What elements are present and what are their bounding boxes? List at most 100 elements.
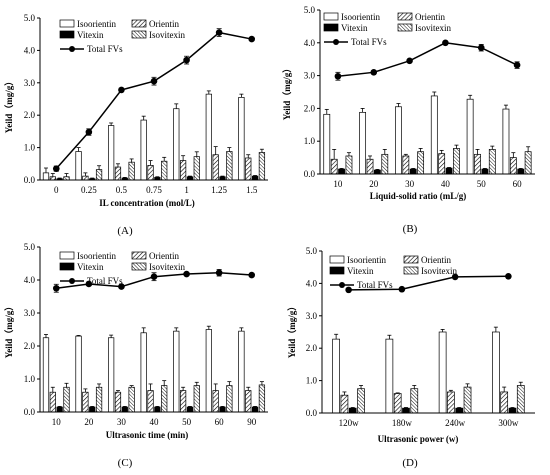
- error-bar: [83, 172, 88, 177]
- bar-isoorientin: [140, 119, 147, 181]
- xtick-label: 50: [182, 417, 192, 427]
- bar-vitexin: [251, 175, 259, 181]
- error-bar: [109, 334, 114, 338]
- error-bar: [83, 388, 88, 393]
- legend-item-isoorientin: Isoorientin: [323, 12, 380, 22]
- ytick-label: 3.0: [306, 311, 318, 321]
- bar-isovitexin: [226, 385, 233, 413]
- total-fvs-line: [55, 31, 252, 170]
- error-bar: [213, 383, 218, 391]
- bar-isoorientin: [205, 329, 212, 413]
- error-bar: [432, 91, 437, 96]
- legend-marker: [69, 46, 75, 52]
- error-bar: [220, 405, 225, 408]
- total-fvs-point: [150, 273, 158, 281]
- xtick-label: 10: [52, 417, 62, 427]
- ylabel-d: Yeild（mg/g）: [287, 302, 297, 359]
- error-bar: [368, 155, 373, 160]
- error-bar: [411, 168, 416, 170]
- legend-swatch: [59, 262, 75, 271]
- axes-d: [321, 251, 535, 414]
- error-bar: [468, 94, 473, 100]
- legend-label: Isoorientin: [77, 251, 116, 261]
- panel-c: Yeild（mg/g） 0.0 1.0 2.0 3.0 4.0 5.0 10 20 30 40 5…: [4, 242, 268, 469]
- error-bar: [465, 383, 470, 388]
- xtick-label: 20: [84, 417, 94, 427]
- xtick-label: 30: [405, 179, 415, 189]
- bar-isoorientin: [108, 337, 115, 413]
- bar-isoorientin: [430, 95, 438, 175]
- legend-swatch: [323, 23, 339, 32]
- legend-label: Orientin: [421, 255, 451, 265]
- yticks-d: 0.0 1.0 2.0 3.0 4.0 5.0: [306, 246, 322, 418]
- xtick-label: 10: [333, 179, 343, 189]
- total-fvs-point: [370, 69, 378, 76]
- error-bar: [239, 327, 244, 332]
- error-bar: [109, 122, 114, 126]
- bar-orientin: [447, 391, 455, 414]
- error-bar: [246, 386, 251, 391]
- bar-isoorientin: [332, 338, 340, 414]
- bar-isovitexin: [63, 386, 70, 413]
- ytick-label: 2.0: [304, 103, 316, 113]
- legend-label: Total FVs: [87, 44, 123, 54]
- bar-vitexin: [154, 406, 161, 413]
- bar-vitexin: [402, 407, 410, 414]
- bar-vitexin: [56, 406, 63, 413]
- ytick-label: 4.0: [304, 38, 316, 48]
- panel-a: Yeild（mg/g） 0.01.02.03.04.05.0 0 0.25 0.5 0…: [4, 13, 268, 237]
- error-bar: [122, 405, 127, 408]
- bar-isoorientin: [42, 337, 50, 413]
- xtick-label: 240w: [445, 418, 466, 428]
- error-bar: [346, 152, 351, 156]
- error-bar: [220, 175, 225, 177]
- total-fvs-point: [513, 61, 521, 69]
- bar-orientin: [212, 154, 219, 181]
- legend-label: Orientin: [149, 251, 179, 261]
- bar-vitexin: [186, 406, 194, 413]
- yticks-a: 0.0 1.0 2.0 3.0 4.0 5.0: [24, 13, 40, 185]
- error-bar: [141, 115, 146, 121]
- error-bar: [76, 147, 81, 152]
- error-bar: [129, 385, 134, 388]
- error-bar: [510, 407, 515, 409]
- xtick-label: 40: [150, 417, 160, 427]
- bar-orientin: [500, 391, 509, 414]
- bar-isoorientin: [492, 331, 500, 414]
- legend-item-total-fvs: Total FVs: [60, 44, 123, 54]
- legend-label: Total FVs: [357, 280, 393, 290]
- xtick-label: 40: [441, 179, 451, 189]
- line-d: [345, 272, 512, 294]
- error-bar: [475, 148, 480, 155]
- total-fvs-line: [348, 275, 509, 291]
- panel-d: Yeild（mg/g） 0.0 1.0 2.0 3.0 4.0 5.0 120w 180w 2…: [287, 246, 535, 469]
- ytick-label: 1.0: [304, 136, 316, 146]
- xlabel-c: Ultrasonic time (min): [106, 430, 188, 440]
- legend-label: Vitexin: [341, 23, 368, 33]
- error-bar: [447, 167, 452, 169]
- bar-isovitexin: [161, 160, 168, 181]
- bar-vitexin: [219, 406, 226, 413]
- error-bar: [259, 381, 264, 385]
- bar-orientin: [330, 158, 338, 175]
- xtick-label: 1: [184, 185, 189, 195]
- total-fvs-point: [52, 284, 60, 292]
- error-bar: [339, 168, 344, 170]
- error-bar: [334, 333, 339, 340]
- legend-item-orientin: Orientin: [131, 251, 179, 261]
- ytick-label: 2.0: [24, 341, 36, 351]
- bar-orientin: [49, 391, 56, 413]
- bar-orientin: [82, 391, 89, 413]
- ytick-label: 1.0: [24, 374, 36, 384]
- total-fvs-point: [505, 272, 512, 280]
- bar-vitexin: [481, 168, 489, 175]
- line-c: [52, 269, 256, 293]
- error-bar: [194, 151, 199, 157]
- legend-marker: [333, 39, 339, 45]
- panel-label-a: (A): [117, 225, 133, 237]
- total-fvs-point: [345, 286, 352, 294]
- error-bar: [155, 405, 160, 408]
- ytick-label: 3.0: [304, 71, 316, 81]
- bar-vitexin: [121, 406, 128, 413]
- bar-orientin: [179, 390, 187, 413]
